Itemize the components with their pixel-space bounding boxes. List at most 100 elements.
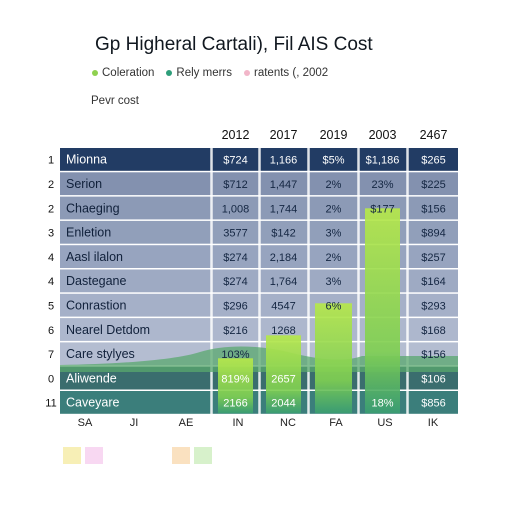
x-label: NC (280, 417, 296, 429)
column-header: 2012 (222, 128, 250, 142)
x-label: FA (329, 417, 343, 429)
row-label: Conrastion (66, 298, 126, 312)
table-cell: 1268 (271, 325, 295, 337)
bar (365, 208, 400, 414)
table-cell: $293 (421, 300, 445, 312)
row-number: 6 (48, 325, 54, 337)
row-number: 3 (48, 228, 54, 240)
table-cell: 2% (326, 252, 342, 264)
column-header: 2467 (420, 128, 448, 142)
legend-swatch-icon (92, 70, 98, 76)
row-label: Caveyare (66, 396, 120, 410)
table-cell: 819% (221, 373, 249, 385)
table-cell: $142 (271, 228, 295, 240)
x-label: SA (78, 417, 93, 429)
table-cell: $164 (421, 276, 445, 288)
legend: Coleration Rely merrs ratents (, 2002 (92, 67, 328, 79)
legend-label: Rely merrs (176, 67, 233, 79)
legend-item-rely-merrs: Rely merrs (166, 67, 232, 79)
swatch-orange (172, 447, 190, 464)
table-cell: 103% (221, 349, 249, 361)
swatch-green (194, 447, 212, 464)
table-cell: 18% (371, 398, 393, 410)
table-cell: 2657 (271, 373, 295, 385)
row-label: Chaeging (66, 201, 120, 215)
swatch-yellow (63, 447, 81, 464)
column-header: 2003 (369, 128, 397, 142)
table-cell: $274 (223, 276, 247, 288)
bar (218, 358, 253, 414)
table-cell: $225 (421, 179, 445, 191)
table-cell: 2% (326, 203, 342, 215)
row-number: 1 (48, 155, 54, 167)
table-cell: $156 (421, 203, 445, 215)
row-number: 11 (45, 398, 56, 410)
swatch-pink (85, 447, 103, 464)
table-cell: $257 (421, 252, 445, 264)
table-cell: $712 (223, 179, 247, 191)
table-cell: $5% (322, 155, 344, 167)
table-cell: $856 (421, 398, 445, 410)
table-cell: 2166 (223, 398, 247, 410)
table-cell: $296 (223, 300, 247, 312)
table-cell: 2% (326, 179, 342, 191)
table-cell: 2044 (271, 398, 295, 410)
x-label: IK (428, 417, 439, 429)
table-cell: 1,166 (270, 155, 298, 167)
legend-label: ratents (, 2002 (254, 67, 329, 79)
legend-swatch-icon (166, 70, 173, 76)
row-label: Serion (66, 177, 102, 191)
row-label: Dastegane (66, 274, 127, 288)
table-cell: $1,186 (366, 155, 400, 167)
bar (266, 335, 301, 414)
table-cell: 3% (326, 276, 342, 288)
chart-title: Gp Higheral Cartali), Fil AIS Cost (95, 34, 373, 55)
legend-swatch-icon (244, 70, 251, 76)
row-label: Aliwende (66, 371, 117, 385)
row-number: 2 (48, 203, 54, 215)
area-band (60, 346, 458, 372)
table-cell: $274 (223, 252, 247, 264)
row-label: Care stylyes (66, 347, 135, 361)
legend-item-coleration: Coleration (92, 67, 154, 79)
table-cell: 1,447 (270, 179, 298, 191)
legend-item-ratents: ratents (, 2002 (244, 67, 328, 79)
row-number: 7 (48, 349, 54, 361)
x-label: IN (233, 417, 244, 429)
table-cell: 1,764 (270, 276, 298, 288)
table-cell: $216 (223, 325, 247, 337)
legend-label: Coleration (102, 67, 155, 79)
table-cell: $168 (421, 325, 445, 337)
table-cell: $177 (370, 203, 394, 215)
row-number: 0 (48, 373, 54, 385)
chart-subtitle: Pevr cost (91, 95, 139, 107)
table-cell: 4547 (271, 300, 295, 312)
table-cell: 2,184 (270, 252, 298, 264)
table-cell: $724 (223, 155, 247, 167)
table-cell: 1,008 (222, 203, 250, 215)
row-number: 2 (48, 179, 54, 191)
table-cell: 23% (371, 179, 393, 191)
table-cell: $156 (421, 349, 445, 361)
row-number: 4 (48, 252, 54, 264)
x-label: AE (179, 417, 194, 429)
x-label: JI (130, 417, 139, 429)
table-cell: 3% (326, 228, 342, 240)
row-number: 5 (48, 300, 54, 312)
table-cell: $894 (421, 228, 445, 240)
column-header: 2019 (320, 128, 348, 142)
row-label: Nearel Detdom (66, 323, 150, 337)
x-label: US (377, 417, 392, 429)
row-label: Aasl ilalon (66, 250, 123, 264)
table-cell: $265 (421, 155, 445, 167)
table-cell: 1,744 (270, 203, 298, 215)
bar (315, 303, 352, 414)
table-cell: 3577 (223, 228, 247, 240)
table-cell: $106 (421, 373, 445, 385)
column-header: 2017 (270, 128, 298, 142)
row-number: 4 (48, 276, 54, 288)
row-label: Mionna (66, 153, 107, 167)
table-cell: 6% (326, 300, 342, 312)
row-label: Enletion (66, 226, 111, 240)
